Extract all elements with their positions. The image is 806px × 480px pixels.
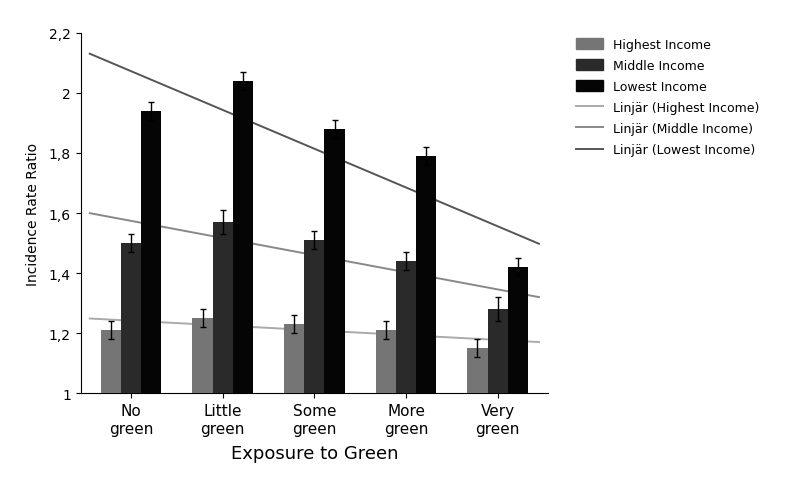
Bar	[396, 262, 416, 394]
Bar	[376, 331, 396, 394]
Bar	[304, 240, 325, 394]
Bar	[325, 130, 345, 394]
Bar	[141, 112, 161, 394]
Bar	[467, 348, 488, 394]
Bar	[193, 319, 213, 394]
Bar	[233, 82, 253, 394]
Bar	[284, 324, 304, 394]
Legend: Highest Income, Middle Income, Lowest Income, Linjär (Highest Income), Linjär (M: Highest Income, Middle Income, Lowest In…	[573, 36, 762, 160]
Y-axis label: Incidence Rate Ratio: Incidence Rate Ratio	[27, 142, 40, 285]
Bar	[416, 156, 436, 394]
Bar	[101, 331, 121, 394]
Bar	[488, 310, 508, 394]
Bar	[213, 223, 233, 394]
Bar	[508, 268, 528, 394]
Bar	[121, 244, 141, 394]
X-axis label: Exposure to Green: Exposure to Green	[231, 444, 398, 462]
